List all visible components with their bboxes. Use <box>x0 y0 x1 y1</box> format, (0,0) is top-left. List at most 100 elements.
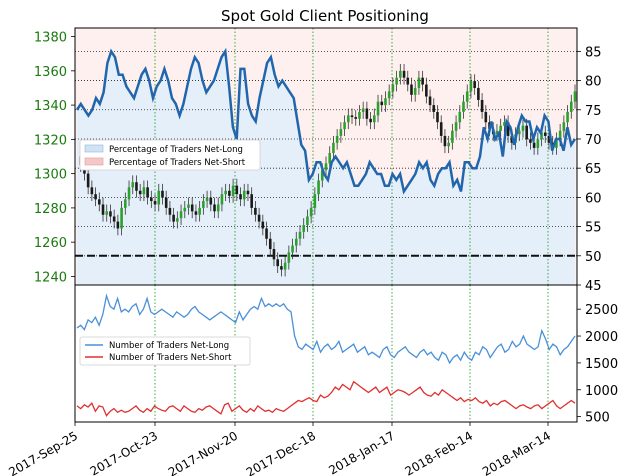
candle-body <box>235 185 239 195</box>
candle-body <box>120 207 123 229</box>
candle-body <box>436 111 439 123</box>
candle-body <box>194 211 198 215</box>
candle-body <box>202 201 205 208</box>
candle-body <box>547 135 551 143</box>
candle-body <box>112 216 116 222</box>
count-axis-label: 2000 <box>585 330 618 345</box>
percent-axis-label: 45 <box>585 279 602 294</box>
count-axis-label: 1000 <box>585 384 618 399</box>
candle-body <box>246 190 250 195</box>
price-axis-label: 1300 <box>34 168 67 183</box>
candle-body <box>131 182 135 188</box>
candle-body <box>306 216 309 226</box>
candle-body <box>280 266 283 270</box>
candle-body <box>413 87 417 95</box>
percent-axis-label: 75 <box>585 104 602 119</box>
candle-body <box>410 84 413 95</box>
candle-body <box>190 204 194 212</box>
candle-body <box>228 190 231 196</box>
count-axis-label: 1500 <box>585 357 618 372</box>
candle-body <box>138 190 142 195</box>
candle-body <box>506 122 510 136</box>
candle-body <box>94 194 97 200</box>
candle-body <box>399 70 402 78</box>
candle-body <box>268 238 272 250</box>
candle-body <box>558 130 562 140</box>
net-long-legend-label: Percentage of Traders Net-Long <box>109 145 243 155</box>
price-axis-label: 1340 <box>34 99 67 114</box>
candle-body <box>116 221 120 229</box>
net-short-count-line <box>76 380 576 417</box>
percent-axis-label: 60 <box>585 191 602 206</box>
candle-body <box>365 108 369 119</box>
percentage-legend-box <box>79 139 261 171</box>
candle-body <box>216 204 220 212</box>
candle-body <box>224 190 227 195</box>
percent-axis-label: 80 <box>585 75 602 90</box>
candle-body <box>417 77 421 88</box>
candle-body <box>354 117 358 119</box>
candle-body <box>425 84 428 97</box>
net-long-count-legend-label: Number of Traders Net-Long <box>109 341 229 351</box>
candle-body <box>242 190 246 200</box>
net-long-percentage-line <box>75 47 577 195</box>
candle-body <box>187 204 190 208</box>
candle-body <box>172 214 175 222</box>
candle-body <box>320 170 324 181</box>
price-axis-label: 1380 <box>34 31 67 46</box>
price-axis-label: 1320 <box>34 133 67 148</box>
candle-body <box>198 207 201 215</box>
candle-body <box>569 101 573 112</box>
candle-body <box>209 197 213 205</box>
percent-axis-label: 55 <box>585 221 602 236</box>
percent-axis-label: 65 <box>585 162 602 177</box>
candle-body <box>499 125 502 131</box>
candle-body <box>454 122 458 131</box>
candle-body <box>343 122 346 130</box>
candle-body <box>97 199 101 205</box>
candle-body <box>276 259 279 267</box>
candle-body <box>469 81 473 92</box>
price-axis-label: 1280 <box>34 202 67 217</box>
candle-body <box>562 122 566 131</box>
candle-body <box>536 139 540 148</box>
candle-body <box>391 84 395 92</box>
candle-body <box>213 204 216 212</box>
candle-body <box>101 204 105 215</box>
candle-body <box>384 98 387 106</box>
candle-body <box>521 125 525 131</box>
candle-body <box>361 108 365 112</box>
candle-body <box>335 135 339 143</box>
candle-body <box>168 207 172 215</box>
candle-body <box>332 142 335 154</box>
net-short-legend-label: Percentage of Traders Net-Short <box>109 158 246 168</box>
candle-body <box>135 182 138 191</box>
candle-body <box>231 185 235 196</box>
percent-axis-label: 70 <box>585 133 602 148</box>
price-axis-label: 1240 <box>34 270 67 285</box>
candle-body <box>358 111 361 119</box>
candle-body <box>157 190 161 205</box>
candle-body <box>555 139 558 148</box>
price-panel: 1240 1260 1280 1300 1320 1340 1360 1380 45 50 55 6… <box>34 27 602 294</box>
candle-body <box>517 130 521 135</box>
candle-body <box>257 214 261 222</box>
count-legend: Number of Traders Net-Long Number of Tra… <box>79 336 251 366</box>
candle-body <box>142 187 146 195</box>
candle-body <box>124 199 127 208</box>
candle-body <box>543 132 547 136</box>
candle-body <box>387 91 391 99</box>
price-axis-label: 1360 <box>34 65 67 80</box>
percent-axis-label: 50 <box>585 250 602 265</box>
candle-body <box>462 101 465 112</box>
candle-body <box>161 190 164 198</box>
candle-body <box>261 221 265 229</box>
candle-body <box>328 153 332 164</box>
candle-body <box>250 194 253 208</box>
candle-body <box>439 122 443 136</box>
candle-body <box>465 91 469 102</box>
candle-body <box>402 70 406 78</box>
net-short-count-legend-label: Number of Traders Net-Short <box>109 353 232 363</box>
candle-body <box>183 207 187 212</box>
